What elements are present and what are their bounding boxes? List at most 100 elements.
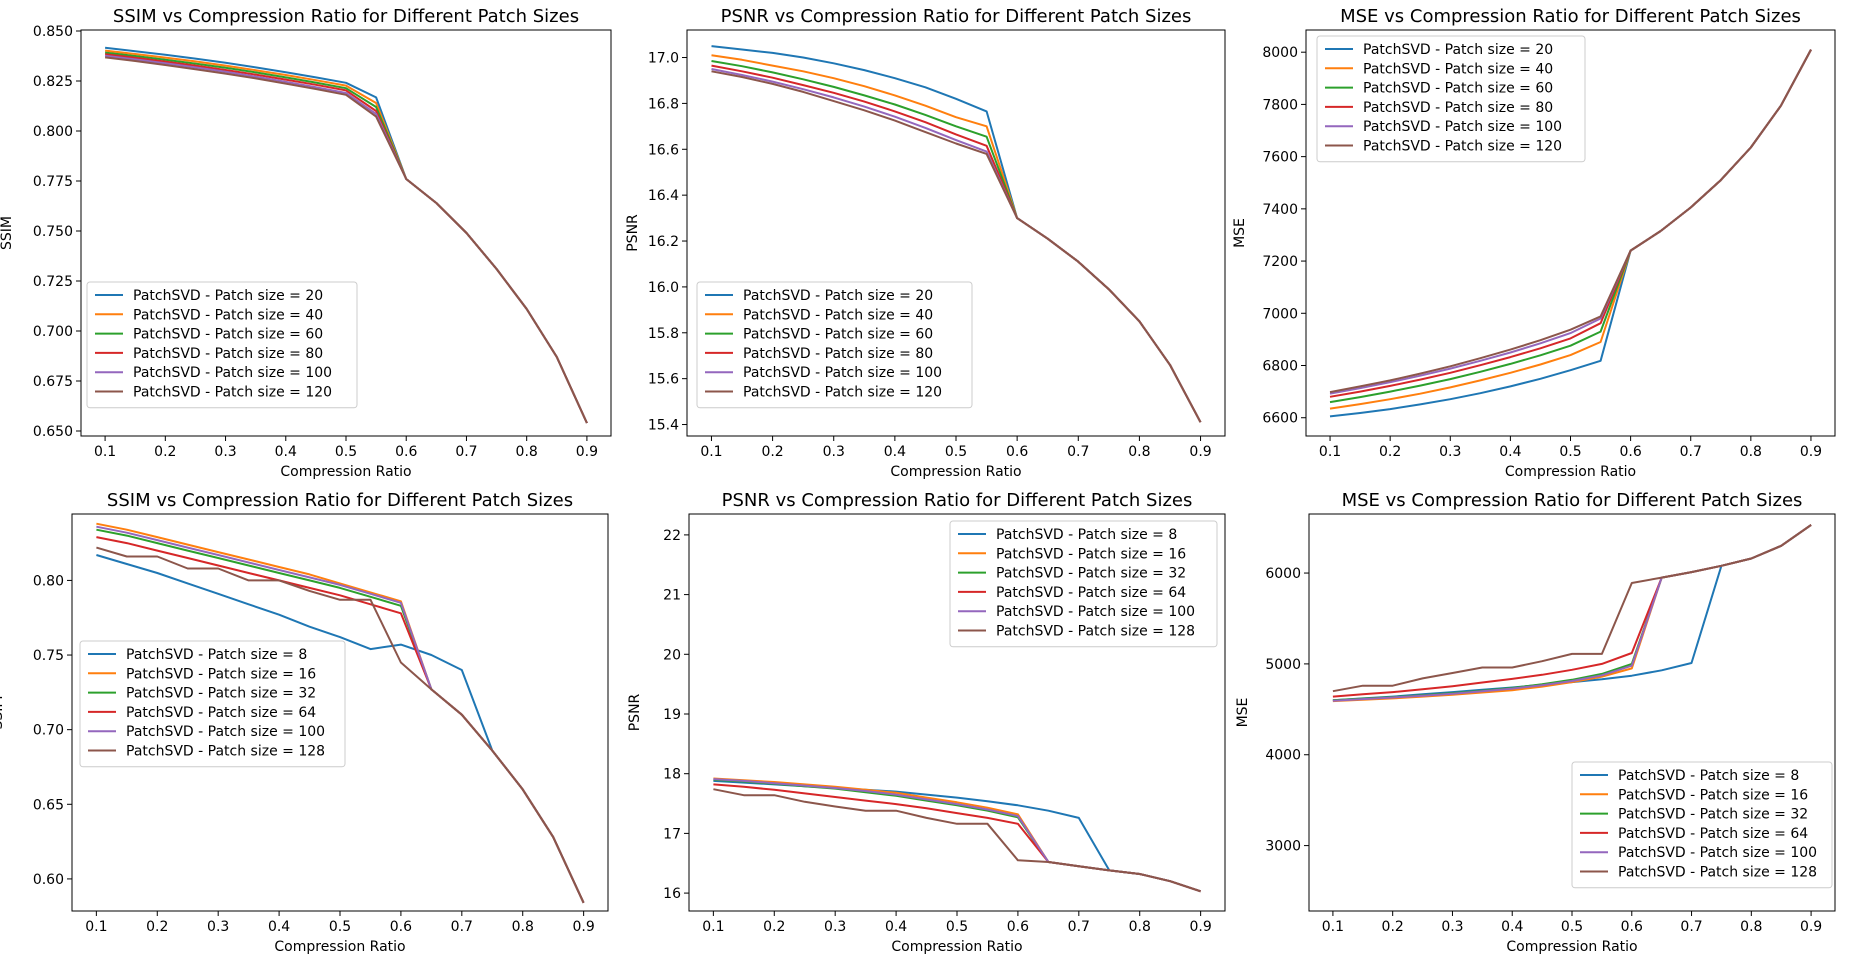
y-tick-label: 7000 xyxy=(1262,306,1298,322)
x-tick-label: 0.5 xyxy=(335,444,357,460)
series-line xyxy=(1332,524,1812,693)
y-tick-label: 16.6 xyxy=(648,142,679,158)
x-axis-label: Compression Ratio xyxy=(891,939,1022,955)
legend-label: PatchSVD - Patch size = 32 xyxy=(1618,807,1808,823)
y-tick-label: 0.750 xyxy=(33,224,73,240)
legend-label: PatchSVD - Patch size = 20 xyxy=(133,288,323,304)
x-tick-label: 0.4 xyxy=(275,444,297,460)
y-tick-label: 17 xyxy=(663,826,681,842)
y-tick-label: 0.650 xyxy=(33,424,73,440)
y-tick-label: 0.60 xyxy=(33,872,64,888)
x-tick-label: 0.1 xyxy=(700,444,722,460)
legend-label: PatchSVD - Patch size = 64 xyxy=(126,705,316,721)
y-tick-label: 16.0 xyxy=(648,280,679,296)
x-tick-label: 0.3 xyxy=(824,919,846,935)
y-tick-label: 5000 xyxy=(1265,657,1301,673)
y-tick-label: 0.775 xyxy=(33,174,73,190)
legend-label: PatchSVD - Patch size = 100 xyxy=(133,365,332,381)
x-tick-label: 0.4 xyxy=(885,919,907,935)
x-tick-label: 0.6 xyxy=(390,919,412,935)
x-tick-label: 0.7 xyxy=(1680,444,1702,460)
y-axis-label: SSIM xyxy=(0,216,15,250)
x-tick-label: 0.9 xyxy=(1189,444,1211,460)
x-tick-label: 0.9 xyxy=(1800,919,1822,935)
x-tick-label: 0.6 xyxy=(395,444,417,460)
y-tick-label: 21 xyxy=(663,588,681,604)
y-tick-label: 6800 xyxy=(1262,359,1298,375)
y-tick-label: 18 xyxy=(663,767,681,783)
y-tick-label: 6600 xyxy=(1262,411,1298,427)
y-tick-label: 17.0 xyxy=(648,51,679,67)
legend-label: PatchSVD - Patch size = 100 xyxy=(1618,845,1817,861)
y-tick-label: 15.6 xyxy=(648,372,679,388)
y-tick-label: 7800 xyxy=(1262,97,1298,113)
legend-label: PatchSVD - Patch size = 128 xyxy=(126,744,325,760)
chart-title: SSIM vs Compression Ratio for Different … xyxy=(107,490,573,511)
chart-3: MSE vs Compression Ratio for Different P… xyxy=(1232,6,1836,480)
legend-label: PatchSVD - Patch size = 40 xyxy=(1363,61,1553,77)
y-tick-label: 4000 xyxy=(1265,748,1301,764)
legend-label: PatchSVD - Patch size = 20 xyxy=(743,288,933,304)
legend-label: PatchSVD - Patch size = 100 xyxy=(126,724,325,740)
chart-1: SSIM vs Compression Ratio for Different … xyxy=(0,6,612,480)
y-tick-label: 16.2 xyxy=(648,234,679,250)
legend-label: PatchSVD - Patch size = 16 xyxy=(1618,787,1808,803)
x-tick-label: 0.7 xyxy=(1067,444,1089,460)
x-axis-label: Compression Ratio xyxy=(274,939,405,955)
chart-title: PSNR vs Compression Ratio for Different … xyxy=(721,6,1192,27)
y-tick-label: 7400 xyxy=(1262,202,1298,218)
legend-box xyxy=(79,640,346,768)
legend-label: PatchSVD - Patch size = 100 xyxy=(996,604,1195,620)
legend-label: PatchSVD - Patch size = 64 xyxy=(996,585,1186,601)
x-tick-label: 0.4 xyxy=(268,919,290,935)
legend-label: PatchSVD - Patch size = 60 xyxy=(1363,81,1553,97)
legend-label: PatchSVD - Patch size = 60 xyxy=(133,327,323,343)
chart-title: SSIM vs Compression Ratio for Different … xyxy=(113,6,579,27)
legend-label: PatchSVD - Patch size = 120 xyxy=(1363,139,1562,155)
x-tick-label: 0.8 xyxy=(512,919,534,935)
y-tick-label: 3000 xyxy=(1265,839,1301,855)
y-axis-label: PSNR xyxy=(627,693,643,731)
x-tick-label: 0.2 xyxy=(1379,444,1401,460)
chart-title: PSNR vs Compression Ratio for Different … xyxy=(722,490,1193,511)
legend-label: PatchSVD - Patch size = 40 xyxy=(743,307,933,323)
y-axis-label: SSIM xyxy=(0,696,6,730)
legend-label: PatchSVD - Patch size = 8 xyxy=(1618,768,1799,784)
legend-label: PatchSVD - Patch size = 32 xyxy=(996,566,1186,582)
y-tick-label: 0.700 xyxy=(33,324,73,340)
legend-label: PatchSVD - Patch size = 128 xyxy=(1618,865,1817,881)
x-tick-label: 0.9 xyxy=(1800,444,1822,460)
chart-2: PSNR vs Compression Ratio for Different … xyxy=(625,6,1226,480)
chart-title: MSE vs Compression Ratio for Different P… xyxy=(1342,490,1803,511)
legend-label: PatchSVD - Patch size = 60 xyxy=(743,327,933,343)
y-tick-label: 0.75 xyxy=(33,648,64,664)
y-tick-label: 0.800 xyxy=(33,124,73,140)
legend-label: PatchSVD - Patch size = 8 xyxy=(996,527,1177,543)
chart-4: SSIM vs Compression Ratio for Different … xyxy=(0,490,609,955)
x-tick-label: 0.6 xyxy=(1621,919,1643,935)
x-tick-label: 0.7 xyxy=(451,919,473,935)
chart-6: MSE vs Compression Ratio for Different P… xyxy=(1235,490,1836,955)
x-tick-label: 0.3 xyxy=(823,444,845,460)
y-tick-label: 7600 xyxy=(1262,150,1298,166)
x-tick-label: 0.9 xyxy=(1190,919,1212,935)
y-axis-label: PSNR xyxy=(625,214,641,252)
x-tick-label: 0.5 xyxy=(945,444,967,460)
y-tick-label: 16 xyxy=(663,886,681,902)
x-tick-label: 0.7 xyxy=(1680,919,1702,935)
x-tick-label: 0.3 xyxy=(207,919,229,935)
y-tick-label: 0.70 xyxy=(33,723,64,739)
legend-label: PatchSVD - Patch size = 8 xyxy=(126,647,307,663)
y-tick-label: 0.65 xyxy=(33,797,64,813)
y-tick-label: 15.4 xyxy=(648,418,679,434)
series-line xyxy=(713,788,1201,893)
legend-label: PatchSVD - Patch size = 16 xyxy=(126,666,316,682)
legend-box xyxy=(1316,35,1586,163)
x-tick-label: 0.1 xyxy=(702,919,724,935)
x-tick-label: 0.2 xyxy=(761,444,783,460)
x-tick-label: 0.8 xyxy=(1128,444,1150,460)
legend-box xyxy=(86,281,358,409)
x-tick-label: 0.8 xyxy=(1129,919,1151,935)
y-tick-label: 19 xyxy=(663,707,681,723)
